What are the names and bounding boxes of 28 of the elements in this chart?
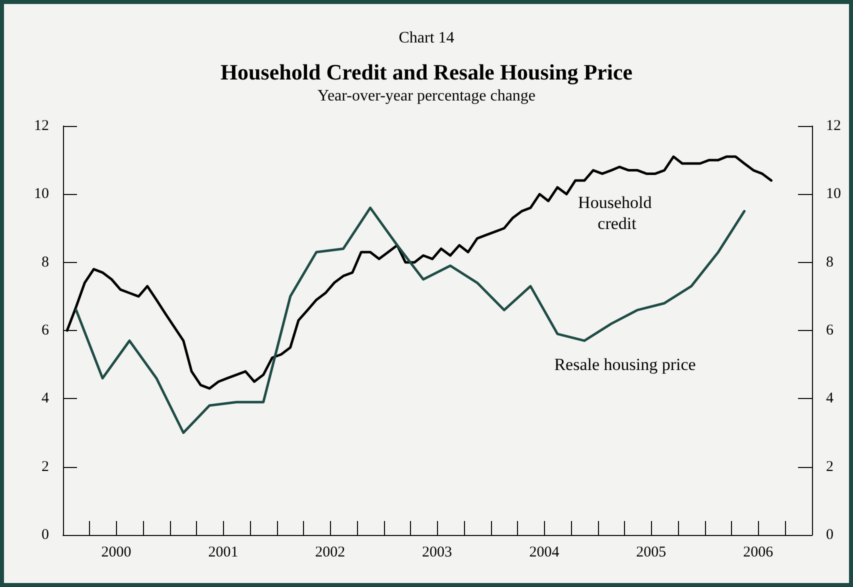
series-label: Resale housing price [554, 355, 696, 374]
x-tick-label: 2002 [315, 544, 346, 560]
y-tick-label: 8 [42, 254, 49, 270]
y2-tick-label: 12 [826, 118, 841, 134]
x-tick-label: 2005 [636, 544, 666, 560]
y2-tick-label: 8 [826, 254, 834, 270]
chart-title: Household Credit and Resale Housing Price [220, 60, 633, 84]
y-tick-label: 6 [42, 322, 50, 338]
line-series [66, 155, 773, 390]
y2-tick-label: 4 [826, 390, 834, 407]
chart-subtitle: Year-over-year percentage change [317, 88, 536, 104]
y2-tick-label: 2 [826, 458, 834, 475]
caption: Chart 14 [398, 30, 454, 46]
x-tick-label: 2001 [208, 544, 238, 560]
y-tick-label: 0 [42, 527, 49, 543]
x-tick-label: 2004 [529, 544, 560, 560]
y-tick-label: 2 [42, 458, 49, 475]
y-tick-label: 12 [34, 118, 49, 134]
x-tick-label: 2000 [101, 544, 132, 560]
y2-tick-label: 10 [826, 186, 841, 202]
x-tick-label: 2006 [743, 544, 774, 560]
line-series [74, 206, 746, 434]
y2-tick-label: 6 [826, 322, 834, 338]
y-tick-label: 4 [42, 390, 50, 407]
y2-tick-label: 0 [826, 527, 834, 543]
series-label: Household credit [578, 193, 656, 233]
x-tick-label: 2003 [422, 544, 452, 560]
y-tick-label: 10 [34, 186, 49, 202]
